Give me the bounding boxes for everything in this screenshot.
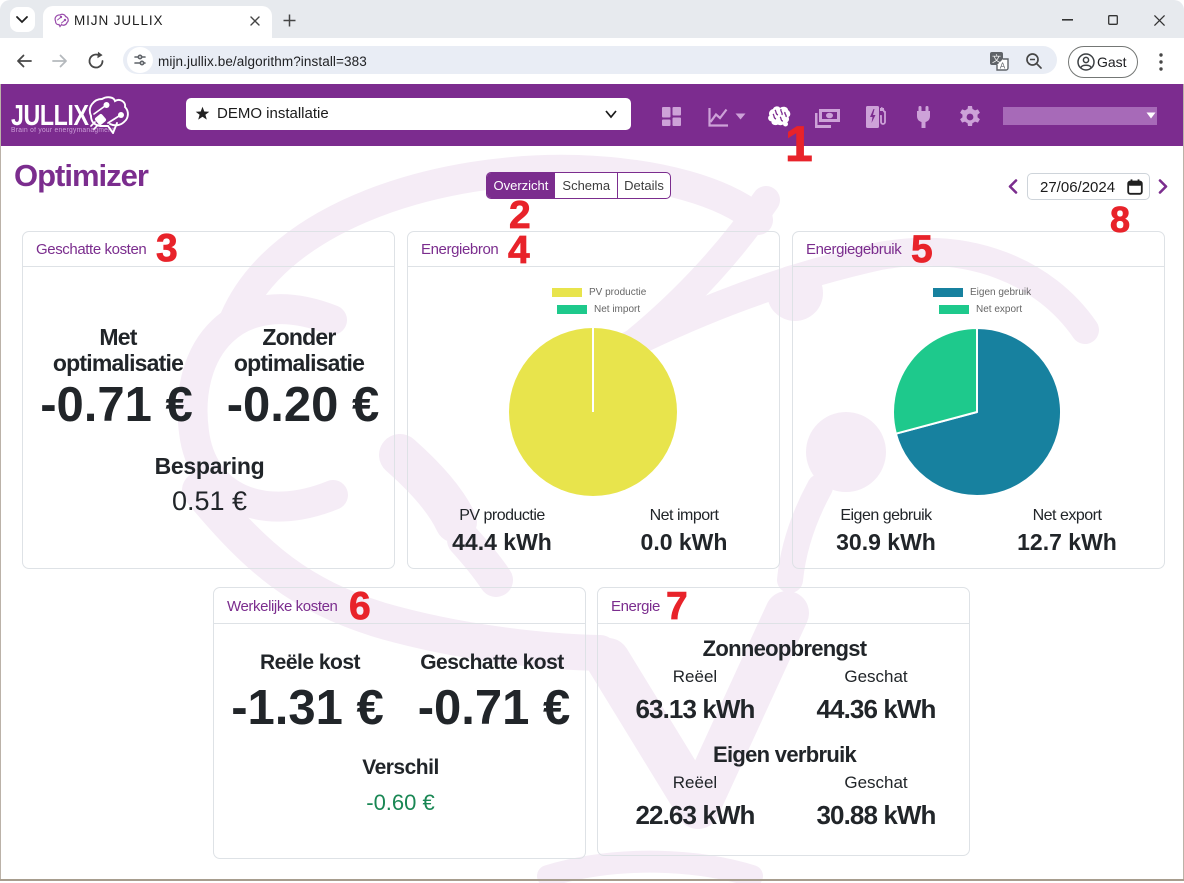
svg-text:文: 文	[992, 53, 1001, 64]
svg-text:A: A	[1000, 62, 1006, 71]
